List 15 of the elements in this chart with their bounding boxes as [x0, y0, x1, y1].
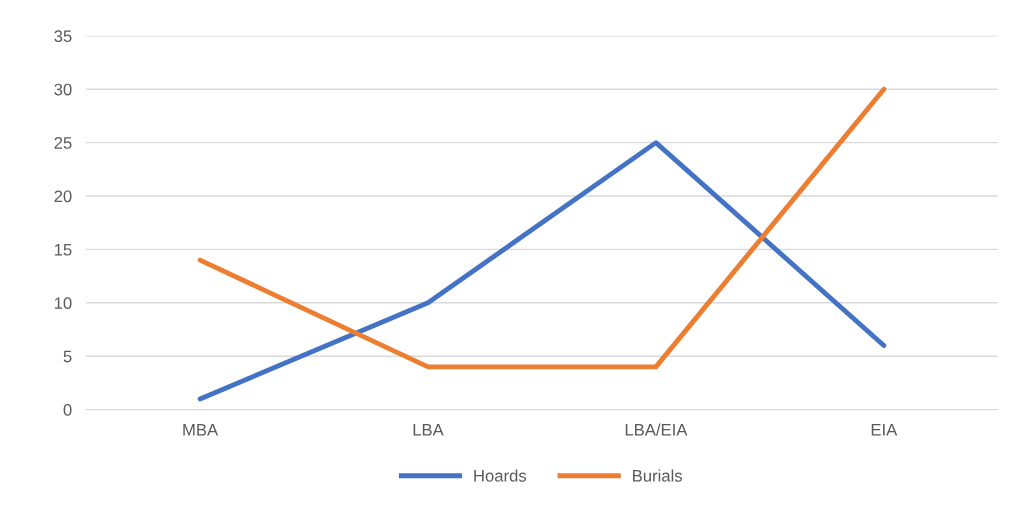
y-tick-label: 0: [63, 404, 72, 416]
x-tick-label: EIA: [871, 424, 898, 436]
x-tick-label: MBA: [183, 424, 219, 436]
legend-label: Hoards: [474, 469, 527, 482]
y-tick-label: 5: [63, 350, 72, 363]
y-tick-label: 30: [54, 83, 72, 96]
line-series: [197, 140, 887, 402]
y-tick-label: 25: [54, 137, 72, 149]
y-tick-label: 35: [54, 30, 72, 43]
y-tick-label: 10: [54, 297, 72, 310]
x-tick-label: LBA: [413, 424, 444, 436]
y-tick-label: 20: [54, 190, 72, 203]
x-tick-label: LBA/EIA: [625, 423, 688, 436]
legend-label: Burials: [633, 469, 683, 482]
y-tick-label: 15: [54, 243, 72, 256]
